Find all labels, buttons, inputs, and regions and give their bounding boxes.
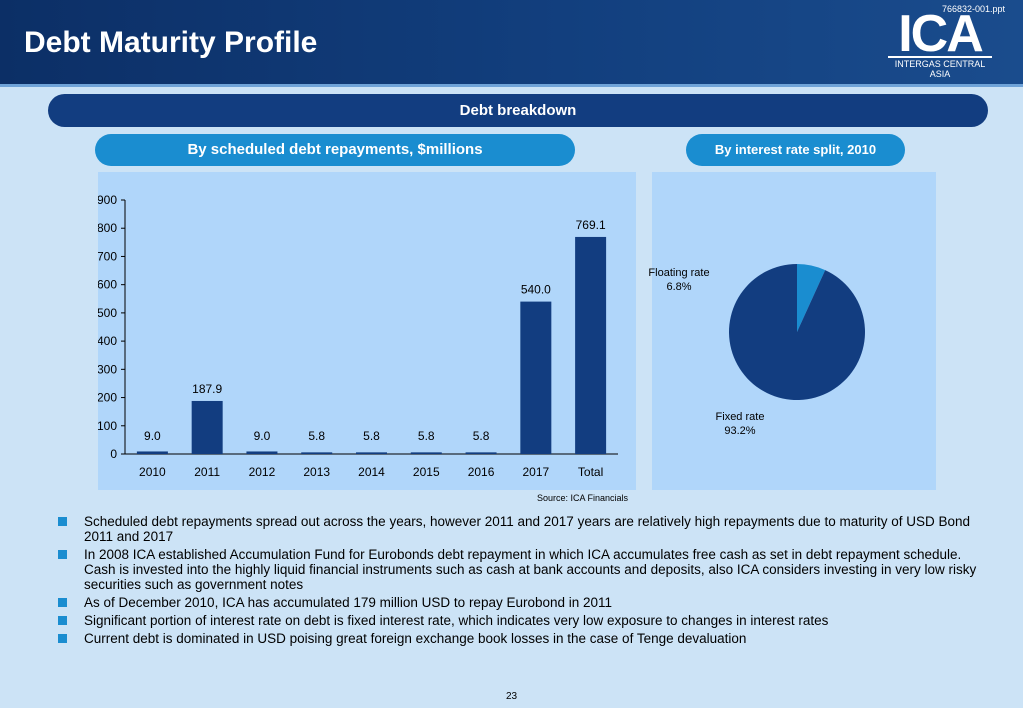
company-logo: ICA [898, 5, 984, 63]
y-tick-label: 800 [98, 221, 117, 235]
bullet-square-icon [58, 634, 67, 643]
bar-2017 [520, 301, 552, 454]
bullet-item: Scheduled debt repayments spread out acr… [58, 514, 978, 544]
pie-slice-floating-rate [797, 264, 826, 332]
y-tick-label: 600 [98, 278, 117, 292]
bar-value-label: 769.1 [576, 218, 606, 232]
bullet-item: Significant portion of interest rate on … [58, 613, 978, 628]
bar-chart-header: By scheduled debt repayments, $millions [95, 134, 575, 166]
page-number: 23 [505, 691, 518, 702]
pie-chart-panel: Floating rate 6.8% Fixed rate 93.2% [648, 172, 936, 490]
x-tick-label: 2015 [413, 465, 440, 479]
bullet-square-icon [58, 616, 67, 625]
x-tick-label: 2012 [249, 465, 276, 479]
y-tick-label: 400 [98, 334, 117, 348]
source-note: Source: ICA Financials [537, 493, 629, 503]
y-tick-label: 0 [110, 447, 117, 461]
bar-value-label: 9.0 [144, 429, 161, 443]
bar-chart-panel: 0 100 200 300 400 500 600 700 800 900 2010 9.0 2011 1… [98, 172, 636, 490]
bar-value-label: 5.8 [418, 429, 435, 443]
bullet-item: As of December 2010, ICA has accumulated… [58, 595, 978, 610]
bar-value-label: 187.9 [192, 382, 222, 396]
x-tick-label: 2017 [522, 465, 549, 479]
pie-chart [729, 264, 865, 400]
pie-chart-header: By interest rate split, 2010 [686, 134, 905, 166]
bar-2016 [465, 452, 497, 454]
bar-value-label: 5.8 [308, 429, 325, 443]
y-tick-label: 500 [98, 306, 117, 320]
bar-2013 [301, 452, 333, 454]
section-banner: Debt breakdown [48, 94, 988, 127]
pie-label-floating: Floating rate 6.8% [637, 266, 721, 294]
bar-2014 [356, 452, 387, 454]
y-tick-label: 900 [98, 193, 117, 207]
company-logo-subtitle: INTERGAS CENTRAL ASIA [888, 56, 992, 79]
x-tick-label: 2016 [468, 465, 495, 479]
bar-2010 [136, 451, 168, 454]
header-bar: Debt Maturity Profile 766832-001.ppt ICA… [0, 0, 1023, 87]
pie-label-fixed-value: 93.2% [724, 425, 756, 437]
bullet-square-icon [58, 598, 67, 607]
page-title: Debt Maturity Profile [24, 26, 318, 59]
bar-value-label: 5.8 [363, 429, 380, 443]
bullet-list: Scheduled debt repayments spread out acr… [58, 514, 978, 649]
pie-slice-fixed-rate [729, 264, 865, 400]
document-reference: 766832-001.ppt [941, 4, 1005, 14]
bar-Total [575, 236, 607, 454]
x-tick-label: 2010 [139, 465, 166, 479]
pie-label-fixed-name: Fixed rate [715, 411, 765, 423]
pie-label-floating-name: Floating rate [648, 267, 710, 279]
bullet-square-icon [58, 550, 67, 559]
y-tick-label: 700 [98, 249, 117, 263]
x-tick-label: 2013 [303, 465, 330, 479]
pie-label-floating-value: 6.8% [666, 281, 692, 293]
bullet-item: Current debt is dominated in USD poising… [58, 631, 978, 646]
x-tick-label: 2014 [358, 465, 385, 479]
pie-label-fixed: Fixed rate 93.2% [698, 410, 782, 438]
bar-value-label: 9.0 [254, 429, 271, 443]
bar-2012 [246, 451, 278, 454]
bullet-square-icon [58, 517, 67, 526]
x-tick-label: Total [578, 465, 603, 479]
y-tick-label: 100 [98, 419, 117, 433]
bar-chart: 0 100 200 300 400 500 600 700 800 900 2010 9.0 2011 1… [98, 193, 618, 479]
bar-value-label: 5.8 [473, 429, 490, 443]
bullet-item: In 2008 ICA established Accumulation Fun… [58, 547, 978, 592]
bar-2011 [191, 400, 223, 454]
x-tick-label: 2011 [194, 465, 220, 479]
bar-2015 [410, 452, 442, 454]
bar-value-label: 540.0 [521, 283, 551, 297]
y-tick-label: 200 [98, 391, 117, 405]
y-tick-label: 300 [98, 362, 117, 376]
